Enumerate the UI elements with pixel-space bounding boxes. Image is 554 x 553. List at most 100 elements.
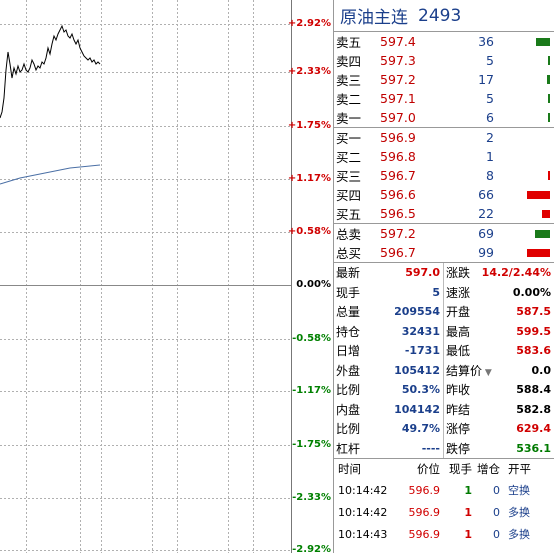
tick-oi-change: 0 [493, 483, 500, 497]
stat-label: 开盘 [446, 305, 471, 320]
stat-label: 最新 [336, 266, 361, 281]
tick-list[interactable]: 10:14:42 596.9 1 0 空换 10:14:42 596.9 1 0 多换 10:14:… [334, 479, 554, 545]
intraday-chart[interactable]: +2.92% +2.33% +1.75% +1.17% +0.58% 0.00% -0.58… [0, 0, 333, 553]
level-label: 卖一 [336, 111, 362, 126]
level-qty: 17 [478, 72, 494, 87]
level-volume-bar [547, 75, 550, 84]
symbol-code: 2493 [418, 5, 462, 26]
ticks-header-chg: 增仓 [477, 462, 500, 476]
order-level-row[interactable]: 买四 596.6 66 [334, 185, 554, 204]
level-volume-bar [548, 171, 550, 180]
tick-price: 596.9 [408, 505, 441, 519]
pct-tick-label: -2.92% [292, 544, 331, 553]
stat-label: 昨收 [446, 383, 471, 398]
level-qty: 69 [478, 226, 494, 241]
tick-type: 空换 [508, 484, 530, 497]
level-bar-area [498, 128, 552, 147]
level-qty: 5 [486, 91, 494, 106]
level-price: 597.2 [380, 226, 416, 241]
stat-row: 最低 583.6 [444, 341, 554, 361]
stat-label: 速涨 [446, 285, 471, 300]
stat-row[interactable]: 结算价 ▼ 0.0 [444, 361, 554, 381]
level-bar-area [498, 51, 552, 70]
ticks-header-time: 时间 [338, 462, 361, 476]
stat-value: 32431 [401, 324, 440, 338]
stat-value: 629.4 [516, 422, 551, 436]
tick-row[interactable]: 10:14:42 596.9 1 0 空换 [334, 479, 554, 501]
order-level-row[interactable]: 买五 596.5 22 [334, 204, 554, 223]
tick-row[interactable]: 10:14:43 596.9 1 0 多换 [334, 523, 554, 545]
order-level-row[interactable]: 卖五 597.4 36 [334, 32, 554, 51]
stat-row: 内盘 104142 [334, 400, 443, 420]
level-price: 597.2 [380, 72, 416, 87]
level-price: 596.7 [380, 168, 416, 183]
level-bar-area [498, 185, 552, 204]
level-label: 买四 [336, 188, 362, 203]
stat-value: 0.0 [531, 363, 552, 377]
level-volume-bar [527, 249, 550, 257]
order-level-row[interactable]: 总卖 597.2 69 [334, 224, 554, 243]
stat-value: ---- [421, 441, 440, 455]
stat-row: 跌停 536.1 [444, 439, 554, 459]
stat-value: 0.00% [512, 285, 551, 299]
level-label: 买一 [336, 131, 362, 146]
pct-tick-label: +0.58% [287, 226, 331, 237]
stat-value: 14.2/2.44% [481, 266, 551, 280]
level-label: 卖三 [336, 73, 362, 88]
level-price: 597.0 [380, 110, 416, 125]
symbol-title[interactable]: 原油主连 2493 [334, 0, 554, 32]
stat-value: -1731 [404, 344, 440, 358]
pct-tick-label: -0.58% [292, 333, 331, 344]
stat-row: 杠杆 ---- [334, 439, 443, 459]
tick-row[interactable]: 10:14:42 596.9 1 0 多换 [334, 501, 554, 523]
level-volume-bar [548, 113, 550, 122]
level-price: 596.6 [380, 187, 416, 202]
stats-left-column: 最新 597.0 现手 5 总量 209554 持仓 32431 日增 -1731 外盘 105412… [334, 263, 444, 458]
order-level-row[interactable]: 买二 596.8 1 [334, 147, 554, 166]
stat-label: 最低 [446, 344, 471, 359]
tick-vol: 1 [464, 483, 472, 497]
order-level-row[interactable]: 卖三 597.2 17 [334, 70, 554, 89]
stat-value: 50.3% [401, 383, 440, 397]
stat-label: 昨结 [446, 402, 471, 417]
stat-row: 昨收 588.4 [444, 380, 554, 400]
order-level-row[interactable]: 总买 596.7 99 [334, 243, 554, 262]
tick-oi-change: 0 [493, 505, 500, 519]
level-qty: 99 [478, 245, 494, 260]
pct-tick-label: +1.75% [287, 120, 331, 131]
stat-row: 速涨 0.00% [444, 283, 554, 303]
stat-label: 涨停 [446, 422, 471, 437]
total-levels: 总卖 597.2 69 总买 596.7 99 [334, 224, 554, 262]
order-level-row[interactable]: 卖四 597.3 5 [334, 51, 554, 70]
stat-value: 104142 [394, 402, 440, 416]
stat-label: 涨跌 [446, 266, 471, 281]
level-qty: 8 [486, 168, 494, 183]
ticks-header: 时间 价位 现手 增仓 开平 [334, 459, 554, 479]
stat-row: 涨跌 14.2/2.44% [444, 263, 554, 283]
divider [334, 262, 554, 263]
stat-row: 开盘 587.5 [444, 302, 554, 322]
level-label: 卖四 [336, 54, 362, 69]
level-bar-area [498, 89, 552, 108]
order-level-row[interactable]: 卖二 597.1 5 [334, 89, 554, 108]
level-bar-area [498, 147, 552, 166]
panel-divider [333, 0, 334, 553]
tick-vol: 1 [464, 527, 472, 541]
stat-value: 536.1 [516, 441, 551, 455]
stat-value: 582.8 [516, 402, 551, 416]
level-bar-area [498, 32, 552, 51]
ticks-header-price: 价位 [417, 462, 440, 476]
ticks-header-vol: 现手 [449, 462, 472, 476]
stat-value: 587.5 [516, 305, 551, 319]
level-bar-area [498, 70, 552, 89]
chart-canvas[interactable] [0, 0, 333, 553]
level-qty: 2 [486, 130, 494, 145]
order-level-row[interactable]: 买一 596.9 2 [334, 128, 554, 147]
level-qty: 22 [478, 206, 494, 221]
dropdown-arrow-icon[interactable]: ▼ [482, 367, 492, 378]
order-level-row[interactable]: 买三 596.7 8 [334, 166, 554, 185]
tick-type: 多换 [508, 506, 530, 519]
stat-row: 最新 597.0 [334, 263, 443, 283]
level-price: 596.7 [380, 245, 416, 260]
order-level-row[interactable]: 卖一 597.0 6 [334, 108, 554, 127]
